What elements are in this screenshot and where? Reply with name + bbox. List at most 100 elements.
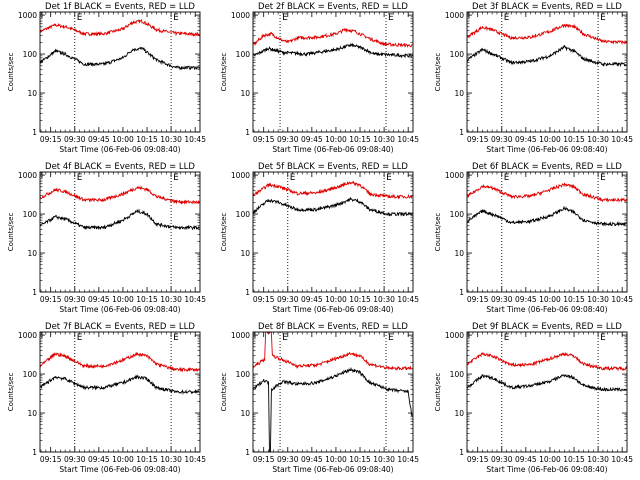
plot-frame <box>39 11 201 133</box>
lld-series-line <box>467 182 627 203</box>
plot-frame <box>39 171 201 293</box>
plot-frame <box>252 331 414 453</box>
y-tick-label: 1000 <box>18 171 37 180</box>
detector-panel: Det 1f BLACK = Events, RED = LLD Counts/s… <box>7 2 206 154</box>
lld-series-line <box>40 185 200 206</box>
x-axis-label: Start Time (06-Feb-06 09:08:40) <box>59 305 180 314</box>
y-tick-label: 10 <box>27 409 37 418</box>
events-series-line <box>467 205 627 227</box>
x-tick-label: 10:30 <box>373 455 395 464</box>
x-tick-label: 10:30 <box>587 135 609 144</box>
x-tick-label: 09:15 <box>467 135 489 144</box>
marker-label: E <box>600 173 606 183</box>
panel-title: Det 8f BLACK = Events, RED = LLD <box>258 322 408 332</box>
y-tick-label: 10 <box>454 89 464 98</box>
panel-data <box>467 182 627 227</box>
x-tick-label: 09:15 <box>253 295 275 304</box>
y-tick-label: 100 <box>450 210 465 219</box>
events-series-line <box>253 196 413 217</box>
x-tick-label: 09:15 <box>40 455 62 464</box>
x-axis-label: Start Time (06-Feb-06 09:08:40) <box>272 145 393 154</box>
y-tick-label: 1 <box>245 448 250 457</box>
x-axis-label: Start Time (06-Feb-06 09:08:40) <box>486 145 607 154</box>
y-axis-label: Counts/sec <box>7 373 15 412</box>
marker-label: E <box>77 13 83 23</box>
y-tick-label: 10 <box>454 249 464 258</box>
x-tick-label: 09:45 <box>515 455 537 464</box>
x-tick-label: 10:45 <box>397 135 419 144</box>
x-tick-label: 09:45 <box>515 295 537 304</box>
y-tick-label: 1000 <box>231 11 250 20</box>
x-axis-label: Start Time (06-Feb-06 09:08:40) <box>59 145 180 154</box>
y-tick-label: 1 <box>32 288 37 297</box>
marker-label: E <box>386 173 392 183</box>
y-tick-label: 100 <box>236 50 251 59</box>
marker-label: E <box>388 333 394 343</box>
x-tick-label: 09:30 <box>64 135 86 144</box>
x-axis-label: Start Time (06-Feb-06 09:08:40) <box>486 465 607 474</box>
x-tick-label: 09:45 <box>88 295 110 304</box>
marker-label: E <box>173 173 179 183</box>
x-tick-label: 10:45 <box>184 295 206 304</box>
x-tick-label: 09:15 <box>253 455 275 464</box>
events-series-line <box>40 374 200 396</box>
detector-panel: Det 2f BLACK = Events, RED = LLD Counts/s… <box>220 2 419 154</box>
x-tick-label: 10:15 <box>136 295 158 304</box>
y-axis-label: Counts/sec <box>434 53 442 92</box>
x-tick-label: 09:45 <box>301 295 323 304</box>
y-tick-label: 10 <box>27 89 37 98</box>
x-tick-label: 10:45 <box>397 455 419 464</box>
marker-label: E <box>173 13 179 23</box>
x-tick-label: 10:00 <box>539 135 561 144</box>
x-tick-label: 10:00 <box>539 295 561 304</box>
x-axis-label: Start Time (06-Feb-06 09:08:40) <box>486 305 607 314</box>
x-tick-label: 10:45 <box>611 135 633 144</box>
detector-panel: Det 7f BLACK = Events, RED = LLD Counts/s… <box>7 322 206 474</box>
marker-label: E <box>388 13 394 23</box>
y-axis-label: Counts/sec <box>220 373 228 412</box>
y-tick-label: 1000 <box>445 171 464 180</box>
x-tick-label: 10:00 <box>112 135 134 144</box>
lld-series-line <box>253 27 413 48</box>
plot-frame <box>252 171 414 293</box>
x-tick-label: 10:45 <box>184 455 206 464</box>
events-series-line <box>253 366 413 452</box>
y-axis-label: Counts/sec <box>220 53 228 92</box>
panel-data <box>253 180 413 217</box>
x-tick-label: 09:15 <box>40 135 62 144</box>
x-tick-label: 09:30 <box>277 295 299 304</box>
marker-label: E <box>504 13 510 23</box>
panel-data <box>467 23 627 68</box>
marker-label: E <box>600 333 606 343</box>
marker-label: E <box>600 13 606 23</box>
x-tick-label: 09:45 <box>88 135 110 144</box>
x-tick-label: 10:15 <box>349 135 371 144</box>
x-tick-label: 10:30 <box>373 135 395 144</box>
y-tick-label: 100 <box>236 210 251 219</box>
events-series-line <box>467 44 627 68</box>
y-tick-label: 1 <box>32 448 37 457</box>
y-axis-label: Counts/sec <box>434 213 442 252</box>
x-tick-label: 10:45 <box>184 135 206 144</box>
events-series-line <box>40 46 200 71</box>
x-tick-label: 09:45 <box>88 455 110 464</box>
marker-label: E <box>282 13 288 23</box>
x-tick-label: 09:15 <box>467 455 489 464</box>
x-tick-label: 09:30 <box>491 455 513 464</box>
x-tick-label: 10:45 <box>611 455 633 464</box>
plot-frame <box>466 171 628 293</box>
marker-label: E <box>77 173 83 183</box>
x-tick-label: 09:30 <box>491 295 513 304</box>
lld-series-line <box>467 23 627 45</box>
events-series-line <box>467 374 627 392</box>
x-tick-label: 10:30 <box>587 295 609 304</box>
x-tick-label: 09:30 <box>277 135 299 144</box>
y-tick-label: 1 <box>459 128 464 137</box>
panel-data <box>467 351 627 392</box>
y-tick-label: 100 <box>450 370 465 379</box>
panel-title: Det 2f BLACK = Events, RED = LLD <box>258 2 408 12</box>
detector-panel: Det 3f BLACK = Events, RED = LLD Counts/s… <box>434 2 633 154</box>
x-tick-label: 10:00 <box>112 295 134 304</box>
y-tick-label: 10 <box>240 409 250 418</box>
y-axis-label: Counts/sec <box>7 53 15 92</box>
